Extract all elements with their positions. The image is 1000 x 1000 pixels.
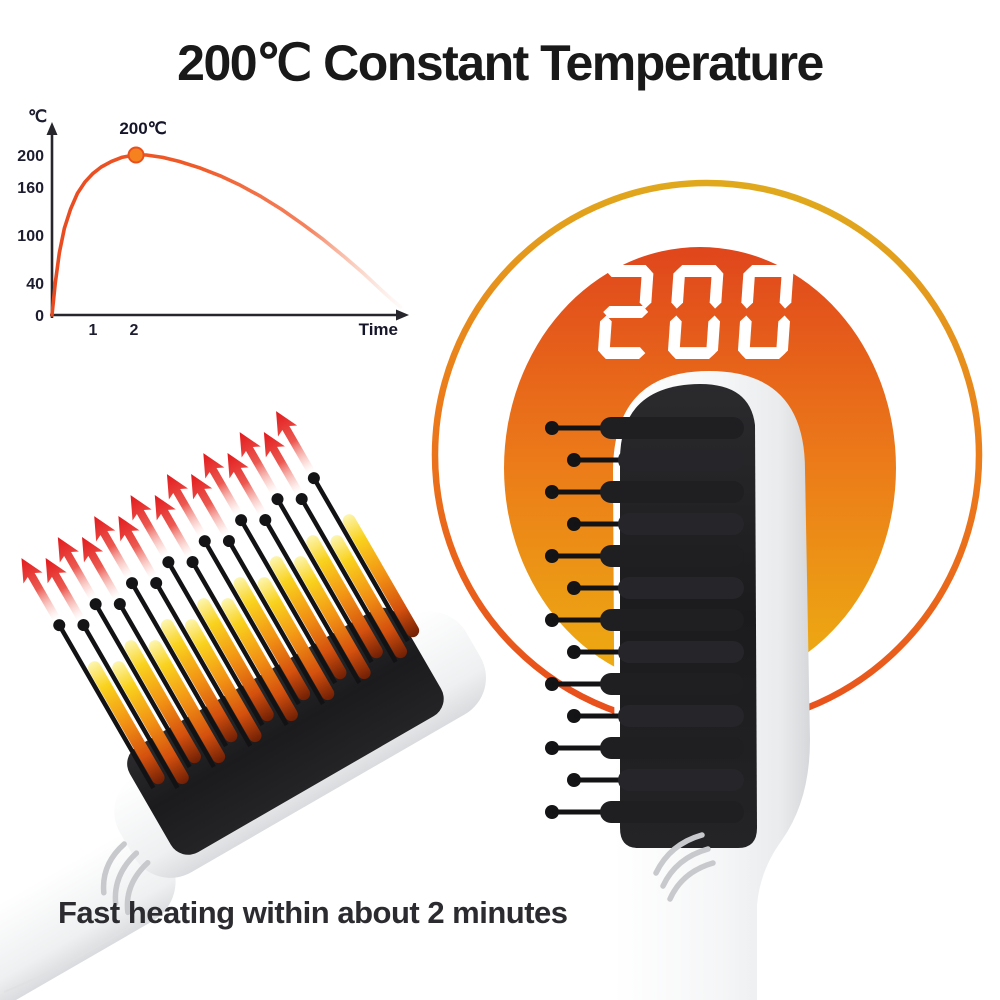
heated-bristles-and-arrows [21, 411, 420, 790]
straightener-brush-front [545, 371, 810, 1000]
y-axis-unit: ℃ [28, 107, 47, 126]
caption: Fast heating within about 2 minutes [58, 895, 568, 930]
heating-curve [50, 153, 403, 317]
svg-text:160: 160 [17, 180, 44, 197]
temperature-chart: ℃ Time 0 40 100 160 200 1 2 200℃ [10, 102, 440, 347]
peak-annotation: 200℃ [119, 119, 166, 138]
vent-slots [653, 832, 716, 902]
bristle-rows [545, 417, 744, 823]
x-axis-label: Time [359, 320, 398, 339]
svg-text:100: 100 [17, 228, 44, 245]
chart-axes: ℃ Time [28, 107, 409, 339]
handle-seam [3, 904, 163, 993]
temperature-display [598, 265, 794, 360]
vent-slots [100, 841, 151, 916]
page-title: 200℃ Constant Temperature [177, 35, 824, 91]
svg-text:40: 40 [26, 276, 44, 293]
peak-marker [127, 146, 145, 164]
svg-text:1: 1 [89, 322, 98, 339]
y-axis-arrow-icon [46, 122, 58, 135]
svg-text:0: 0 [35, 308, 44, 325]
axis-tick-labels: 0 40 100 160 200 1 2 [17, 148, 138, 339]
straightener-brush-heated [0, 411, 486, 1000]
x-axis-arrow-icon [396, 309, 409, 321]
svg-text:2: 2 [130, 322, 139, 339]
svg-text:200: 200 [17, 148, 44, 165]
